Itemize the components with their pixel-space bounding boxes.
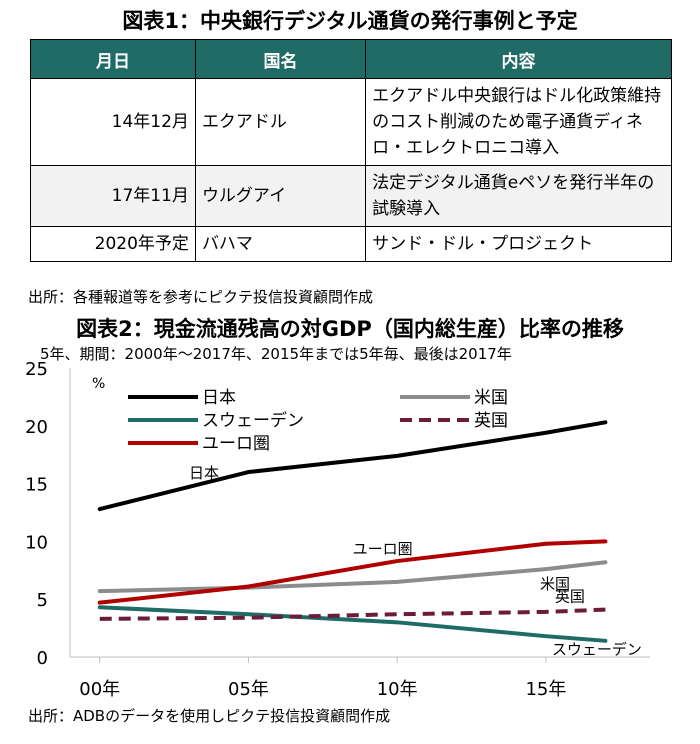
- table-title: 図表1：中央銀行デジタル通貨の発行事例と予定: [122, 9, 578, 33]
- row-date: 17年11月: [30, 165, 196, 227]
- header-content: 内容: [365, 39, 672, 79]
- table-header-row: 月日 国名 内容: [30, 39, 672, 79]
- y-tick-label: 0: [37, 648, 48, 669]
- header-date: 月日: [30, 39, 196, 79]
- legend-label: 米国: [474, 388, 508, 408]
- row-content: エクアドル中央銀行はドル化政策維持のコスト削減のため電子通貨ディネロ・エレクトロ…: [365, 78, 672, 166]
- series-line: [99, 607, 606, 621]
- series-label: 英国: [555, 588, 585, 606]
- y-tick-label: 20: [25, 417, 48, 438]
- row-date: 2020年予定: [30, 226, 196, 262]
- series-label: 米国: [540, 575, 570, 593]
- x-tick-label: 10年: [377, 679, 418, 700]
- row-country: エクアドル: [194, 78, 367, 166]
- y-tick-label: 10: [25, 532, 48, 553]
- series-line: [97, 605, 608, 643]
- series-line: [97, 539, 608, 605]
- row-country: ウルグアイ: [194, 165, 367, 227]
- series-line: [97, 420, 608, 512]
- x-tick-label: 05年: [228, 679, 269, 700]
- chart-title: 図表2：現金流通残高の対GDP（国内総生産）比率の推移: [76, 317, 624, 341]
- y-tick-label: 5: [37, 590, 48, 611]
- chart-subtitle: 5年、期間：2000年～2017年、2015年までは5年毎、最後は2017年: [40, 345, 512, 363]
- y-unit-label: %: [92, 376, 105, 392]
- chart-source: 出所：ADBのデータを使用しピクテ投信投資顧問作成: [28, 707, 391, 725]
- header-country: 国名: [194, 39, 367, 79]
- row-content: サンド・ドル・プロジェクト: [365, 226, 672, 262]
- x-tick-label: 00年: [79, 679, 120, 700]
- series-label: スウェーデン: [552, 641, 642, 659]
- series-label: 日本: [189, 464, 219, 482]
- legend-label: 英国: [474, 411, 508, 431]
- y-tick-label: 15: [25, 475, 48, 496]
- table-row: 17年11月 ウルグアイ 法定デジタル通貨eペソを発行半年の試験導入: [30, 165, 672, 227]
- events-table: 月日 国名 内容 14年12月 エクアドル エクアドル中央銀行はドル化政策維持の…: [30, 39, 672, 262]
- y-tick-label: 25: [25, 359, 48, 380]
- legend-label: ユーロ圏: [202, 434, 270, 454]
- table-source: 出所：各種報道等を参考にピクテ投信投資顧問作成: [28, 288, 374, 306]
- table-row: 2020年予定 バハマ サンド・ドル・プロジェクト: [30, 226, 672, 262]
- row-country: バハマ: [194, 226, 367, 262]
- legend-label: スウェーデン: [202, 410, 304, 431]
- series-label: ユーロ圏: [353, 540, 413, 558]
- x-tick-label: 15年: [525, 679, 566, 700]
- series-line: [97, 560, 608, 594]
- table-row: 14年12月 エクアドル エクアドル中央銀行はドル化政策維持のコスト削減のため電…: [30, 78, 672, 166]
- row-content: 法定デジタル通貨eペソを発行半年の試験導入: [365, 165, 672, 227]
- legend-label: 日本: [202, 388, 236, 408]
